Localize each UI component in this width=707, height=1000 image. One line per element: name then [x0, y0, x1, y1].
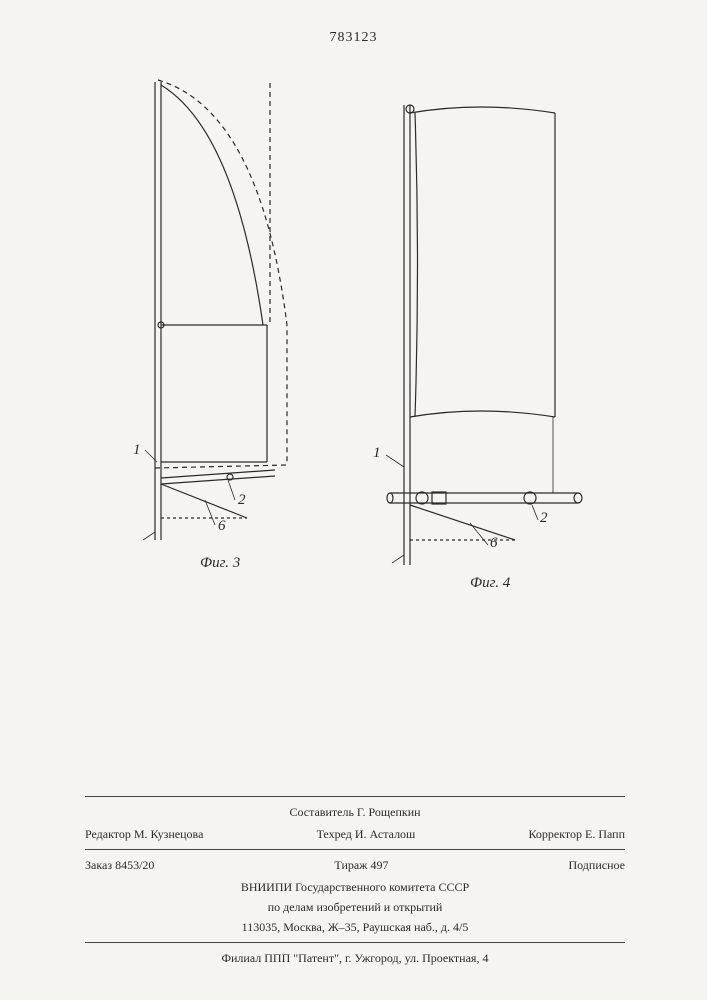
- fig3-label: Фиг. 3: [200, 555, 240, 572]
- footer-block: Составитель Г. Рощепкин Редактор М. Кузн…: [85, 790, 625, 969]
- order-number: 8453/20: [115, 858, 154, 872]
- order-label: Заказ: [85, 858, 112, 872]
- patent-number: 783123: [330, 30, 378, 46]
- org-line-1: ВНИИПИ Государственного комитета СССР: [85, 878, 625, 896]
- techred-label: Техред: [317, 827, 352, 841]
- fig4-ref-6: 6: [490, 535, 498, 552]
- editor-cell: Редактор М. Кузнецова: [85, 825, 203, 843]
- compiler-name: Г. Рощепкин: [357, 805, 421, 819]
- podpisnoe: Подписное: [568, 856, 625, 874]
- fig3-ref-2: 2: [238, 492, 246, 509]
- corrector-cell: Корректор Е. Папп: [528, 825, 625, 843]
- figures-container: 1 2 6 Фиг. 3: [0, 70, 707, 630]
- addr-line: 113035, Москва, Ж–35, Раушская наб., д. …: [85, 918, 625, 936]
- figure-4-svg: [360, 95, 620, 595]
- editor-label: Редактор: [85, 827, 131, 841]
- editor-name: М. Кузнецова: [134, 827, 204, 841]
- divider: [85, 942, 625, 943]
- order-cell: Заказ 8453/20: [85, 856, 154, 874]
- figure-3-svg: [115, 70, 335, 560]
- corrector-name: Е. Папп: [585, 827, 625, 841]
- divider: [85, 796, 625, 797]
- fig3-ref-6: 6: [218, 518, 226, 535]
- order-row: Заказ 8453/20 Тираж 497 Подписное: [85, 856, 625, 874]
- credits-row: Редактор М. Кузнецова Техред И. Асталош …: [85, 825, 625, 843]
- techred-cell: Техред И. Асталош: [317, 825, 416, 843]
- compiler-label: Составитель: [289, 805, 353, 819]
- compiler-line: Составитель Г. Рощепкин: [85, 803, 625, 821]
- techred-name: И. Асталош: [355, 827, 415, 841]
- corrector-label: Корректор: [528, 827, 582, 841]
- divider: [85, 849, 625, 850]
- tirazh-label: Тираж: [334, 858, 367, 872]
- org-line-2: по делам изобретений и открытий: [85, 898, 625, 916]
- filial-line: Филиал ППП "Патент", г. Ужгород, ул. Про…: [85, 949, 625, 967]
- fig4-ref-2: 2: [540, 510, 548, 527]
- fig4-label: Фиг. 4: [470, 575, 510, 592]
- fig3-ref-1: 1: [133, 442, 141, 459]
- tirazh-number: 497: [370, 858, 388, 872]
- tirazh-cell: Тираж 497: [334, 856, 388, 874]
- fig4-ref-1: 1: [373, 445, 381, 462]
